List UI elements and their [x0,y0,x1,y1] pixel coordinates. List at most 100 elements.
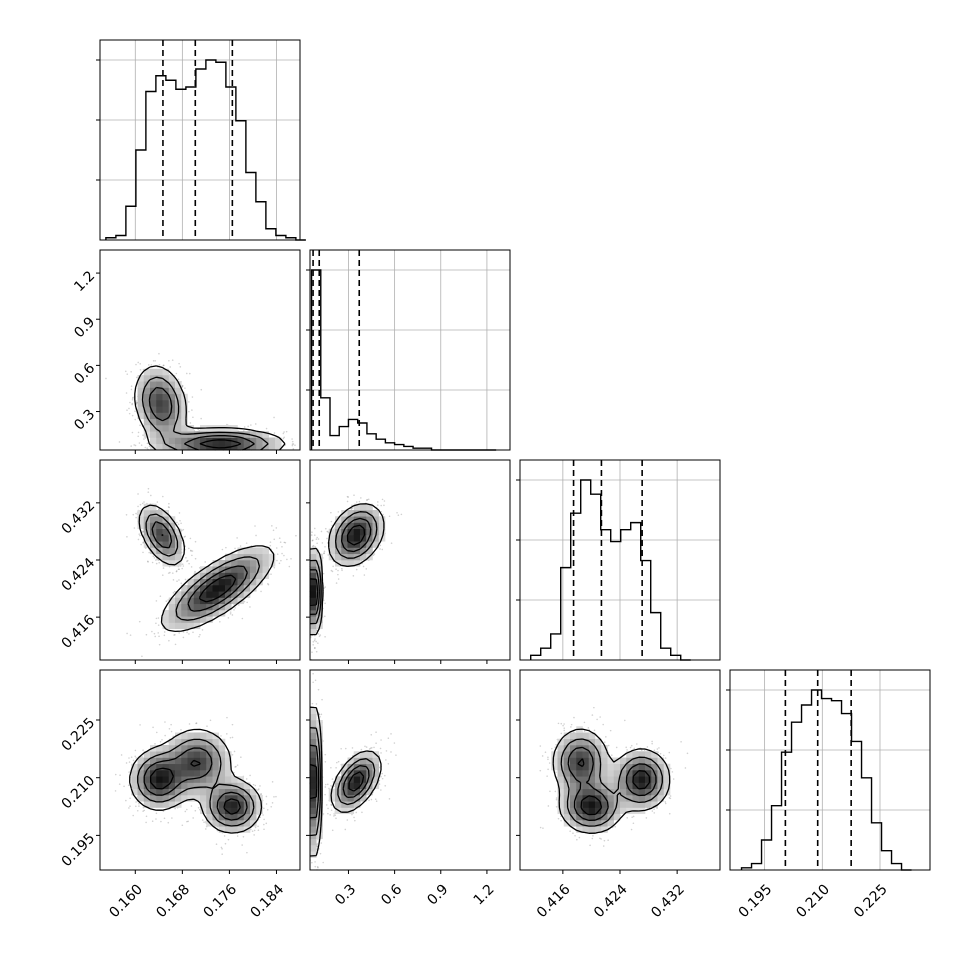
scatter-point [324,527,327,530]
scatter-point [295,534,297,537]
scatter-point [243,600,246,603]
scatter-point [181,567,183,570]
scatter-point [159,595,162,597]
scatter-point [236,537,238,539]
scatter-point [199,633,201,636]
scatter-point [137,493,139,495]
scatter-point [128,807,130,809]
scatter-point [188,723,191,725]
scatter-point [390,542,393,544]
scatter-point [316,551,319,554]
scatter-point [206,725,208,727]
scatter-point [137,505,139,508]
scatter-point [179,366,182,368]
scatter-point [135,400,138,402]
scatter-point [138,620,141,623]
scatter-point [129,797,131,800]
scatter-point [147,491,150,493]
scatter-point [184,535,186,538]
scatter-point [233,750,236,753]
scatter-point [200,417,202,420]
scatter-point [178,568,180,571]
scatter-point [254,826,257,829]
scatter-point [221,853,223,855]
scatter-point [315,650,318,653]
scatter-point [194,570,196,573]
scatter-point [234,607,236,609]
scatter-point [114,790,117,792]
scatter-point [333,527,336,529]
scatter-point [231,614,234,616]
scatter-point [265,803,268,805]
scatter-point [145,821,147,824]
scatter-point [159,740,162,743]
scatter-point [154,743,156,745]
scatter-point [145,815,148,818]
scatter-point [281,545,283,548]
scatter-point [233,609,235,611]
scatter-point [365,568,368,570]
scatter-point [126,632,128,635]
scatter-point [198,429,201,432]
scatter-point [125,513,128,516]
scatter-point [337,578,340,580]
scatter-point [144,446,147,449]
scatter-point [273,432,276,434]
scatter-point [278,537,281,539]
scatter-point [114,773,117,776]
scatter-point [130,385,133,387]
scatter-point [182,565,185,567]
scatter-point [152,360,155,362]
scatter-point [254,423,257,425]
scatter-point [235,765,237,768]
scatter-point [150,494,152,497]
scatter-point [178,632,180,634]
scatter-point [155,617,158,620]
scatter-point [330,511,332,514]
scatter-point [132,814,134,817]
scatter-point [273,796,275,798]
scatter-point [129,634,132,636]
scatter-point [269,541,272,543]
scatter-point [233,603,235,606]
scatter-point [146,447,148,449]
scatter-point [105,377,107,380]
scatter-point [138,442,141,444]
scatter-point [234,766,236,768]
scatter-point [400,513,403,516]
scatter-point [317,538,320,540]
scatter-point [281,552,283,555]
scatter-point [362,565,365,568]
scatter-point [191,396,194,398]
scatter-point [137,538,140,541]
scatter-point [322,599,325,602]
scatter-point [226,423,228,426]
scatter-point [249,774,251,777]
scatter-point [186,560,188,563]
scatter-point [188,410,190,413]
scatter-point [167,821,170,824]
scatter-point [188,547,190,550]
scatter-point [172,579,175,581]
scatter-point [118,783,121,785]
scatter-point [130,371,132,373]
scatter-point [157,624,160,626]
scatter-point [135,757,137,759]
scatter-point [129,401,131,404]
scatter-point [323,552,325,555]
scatter-point [226,716,228,719]
scatter-point [355,501,358,503]
scatter-point [220,846,223,849]
scatter-point [142,551,144,554]
scatter-point [377,501,379,503]
scatter-point [135,512,137,515]
scatter-point [291,438,293,440]
scatter-point [341,567,343,570]
scatter-point [140,444,143,447]
scatter-point [177,568,180,571]
scatter-point [271,802,274,804]
scatter-point [142,541,145,543]
scatter-point [186,820,188,823]
scatter-point [327,531,329,533]
scatter-point [142,434,144,436]
